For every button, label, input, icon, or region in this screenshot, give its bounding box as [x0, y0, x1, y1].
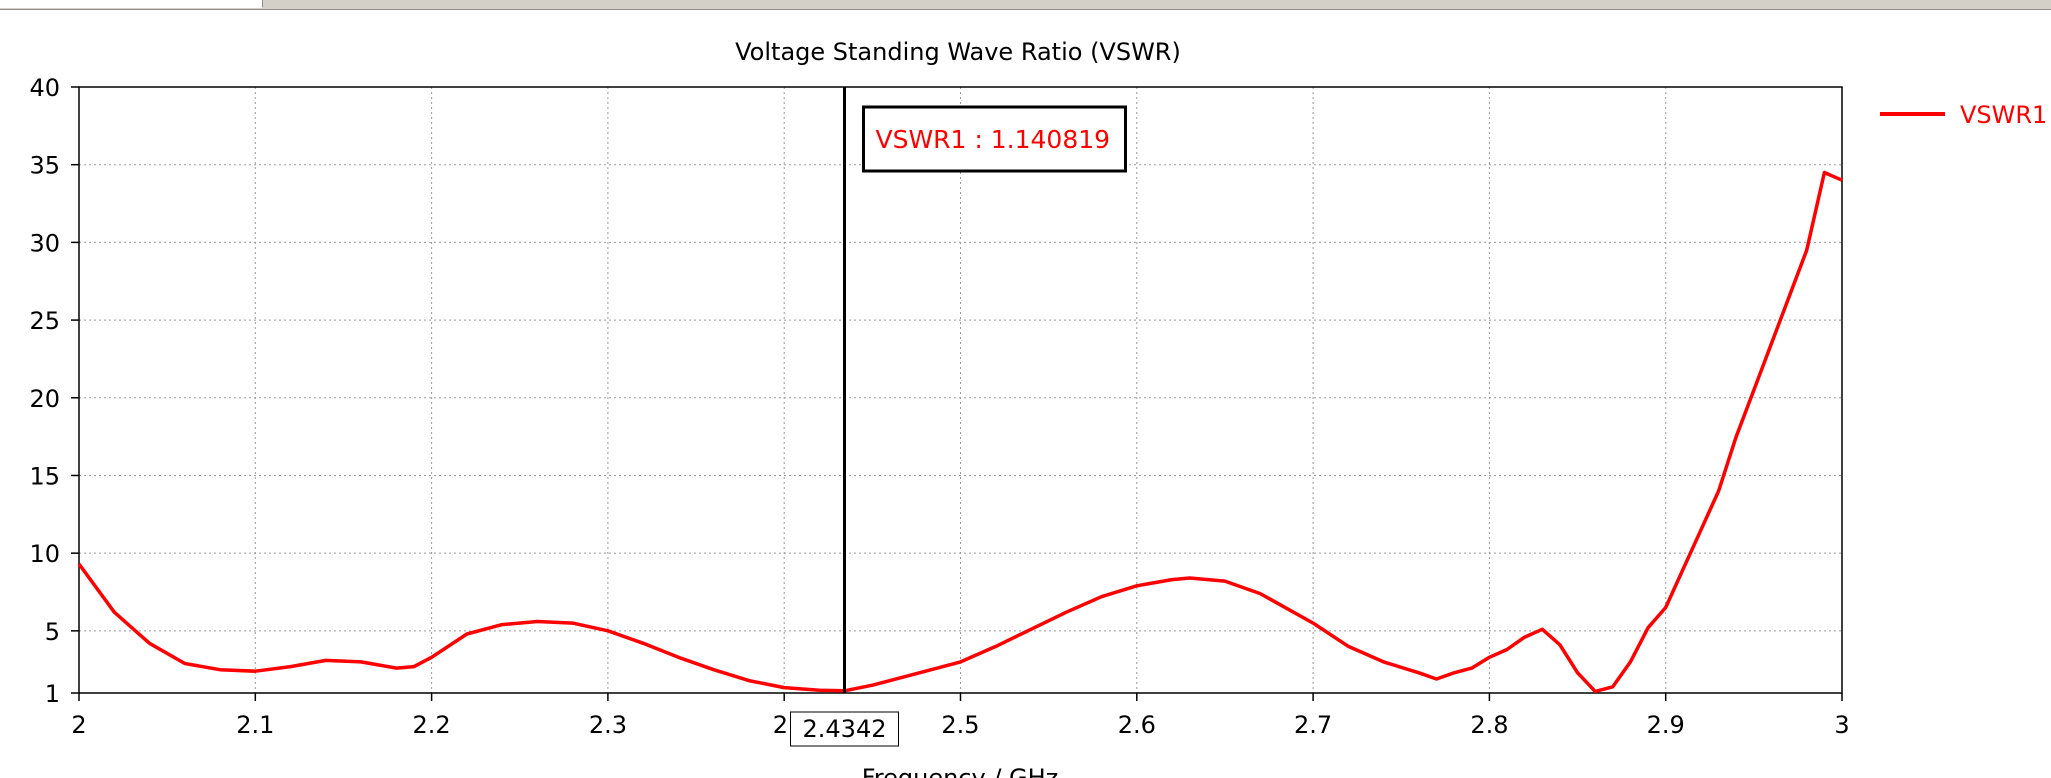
x-tick-label: 2: [71, 711, 86, 739]
x-tick-label: 2.: [773, 711, 796, 739]
y-tick-label: 20: [29, 385, 60, 413]
x-tick-label: 2.5: [941, 711, 979, 739]
x-tick-label: 2.6: [1118, 711, 1156, 739]
grid-layer: [79, 87, 1842, 693]
y-tick-label: 1: [45, 680, 60, 708]
x-axis: 2 2.1 2.2 2.3 2. 2.5 2.6 2.7 2.8 2.9 3: [71, 693, 1850, 739]
marker-x-label-text: 2.4342: [803, 715, 887, 743]
chart-title: Voltage Standing Wave Ratio (VSWR): [735, 38, 1181, 66]
marker-readout: VSWR1 : 1.140819: [861, 105, 1127, 173]
marker-readout-box: [861, 105, 1127, 173]
top-tab-strip: [0, 0, 2051, 10]
x-tick-label: 2.2: [413, 711, 451, 739]
series-layer: [77, 170, 1843, 694]
y-tick-label: 25: [29, 307, 60, 335]
marker-x-label-box: [789, 711, 899, 747]
x-tick-label: 2.9: [1647, 711, 1685, 739]
active-tab[interactable]: [0, 0, 263, 8]
y-tick-label: 10: [29, 540, 60, 568]
x-tick-label: 2.8: [1470, 711, 1508, 739]
y-tick-label: 40: [29, 74, 60, 102]
series-line-vswr1: [77, 170, 1843, 694]
x-tick-label: 2.1: [236, 711, 274, 739]
y-tick-label: 35: [29, 152, 60, 180]
y-tick-label: 30: [29, 229, 60, 257]
x-tick-label: 2.3: [589, 711, 627, 739]
marker-x-label: 2.4342: [789, 711, 899, 747]
marker-readout-text: VSWR1 : 1.140819: [875, 125, 1110, 154]
legend-item-label: VSWR1: [1960, 101, 2047, 129]
y-tick-label: 15: [29, 462, 60, 490]
legend[interactable]: VSWR1: [1880, 101, 2047, 129]
y-tick-label: 5: [45, 618, 60, 646]
x-tick-label: 3: [1834, 711, 1849, 739]
x-axis-label: Frequency / GHz: [862, 764, 1059, 778]
x-tick-label: 2.7: [1294, 711, 1332, 739]
